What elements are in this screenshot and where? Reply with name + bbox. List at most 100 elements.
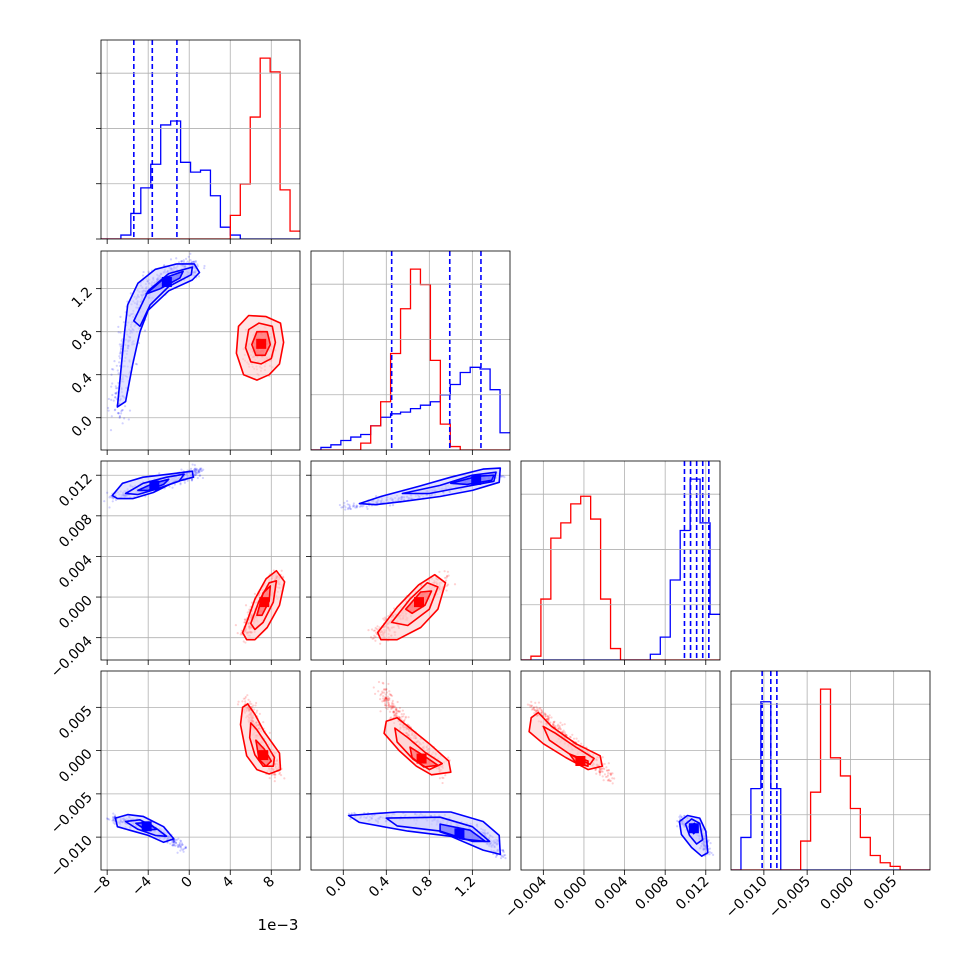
scatter-point bbox=[121, 422, 124, 425]
scatter-point bbox=[191, 478, 194, 481]
scatter-point bbox=[200, 467, 203, 470]
scatter-point bbox=[379, 698, 382, 701]
density-peak-blue bbox=[471, 474, 482, 485]
scatter-point bbox=[115, 364, 118, 367]
scatter-point bbox=[388, 693, 391, 696]
scatter-point bbox=[175, 257, 178, 260]
scatter-point bbox=[384, 696, 388, 700]
scatter-point bbox=[341, 506, 344, 509]
scatter-point bbox=[395, 707, 398, 710]
scatter-point bbox=[600, 767, 603, 770]
scatter-point bbox=[173, 483, 176, 486]
scatter-point bbox=[540, 710, 543, 713]
scatter-point bbox=[181, 843, 184, 846]
scatter-point bbox=[365, 505, 368, 508]
scatter-point bbox=[379, 694, 382, 697]
scatter-point bbox=[172, 841, 175, 844]
scatter-point bbox=[391, 705, 394, 708]
scatter-point bbox=[395, 713, 398, 716]
scatter-point bbox=[198, 471, 201, 474]
scatter-point bbox=[601, 775, 604, 778]
scatter-point bbox=[199, 467, 202, 471]
contour-blue bbox=[116, 263, 201, 408]
scatter-point bbox=[344, 506, 347, 509]
scatter-point bbox=[377, 680, 381, 684]
panel-1-3 bbox=[311, 671, 510, 870]
histogram-blue bbox=[731, 701, 930, 870]
scatter-point bbox=[571, 733, 574, 736]
scatter-point bbox=[273, 776, 277, 779]
scatter-point bbox=[192, 260, 195, 264]
scatter-point bbox=[191, 261, 195, 264]
scatter-point bbox=[274, 773, 277, 776]
scatter-point bbox=[390, 704, 393, 707]
density-peak-red bbox=[575, 755, 586, 766]
scatter-point bbox=[171, 841, 174, 844]
scatter-point bbox=[442, 776, 445, 780]
scatter-point bbox=[609, 773, 613, 776]
scatter-point bbox=[495, 854, 499, 857]
scatter-point bbox=[444, 774, 447, 777]
panel-content bbox=[526, 700, 715, 858]
scatter-point bbox=[535, 705, 538, 708]
scatter-point bbox=[389, 717, 392, 720]
scatter-point bbox=[540, 708, 543, 712]
scatter-point bbox=[494, 855, 498, 859]
scatter-point bbox=[387, 702, 390, 705]
scatter-point bbox=[203, 267, 206, 270]
scatter-point bbox=[548, 714, 551, 717]
scatter-point bbox=[601, 756, 604, 759]
panel-2-2 bbox=[521, 461, 720, 660]
scatter-point bbox=[605, 769, 609, 772]
scatter-point bbox=[546, 715, 549, 718]
scatter-point bbox=[367, 629, 370, 632]
scatter-point bbox=[242, 640, 245, 643]
scatter-point bbox=[707, 839, 710, 842]
scatter-point bbox=[530, 700, 533, 703]
scatter-point bbox=[383, 699, 386, 702]
scatter-point bbox=[273, 773, 276, 776]
scatter-point bbox=[244, 697, 247, 700]
scatter-point bbox=[175, 842, 178, 845]
scatter-point bbox=[177, 261, 181, 264]
scatter-point bbox=[171, 844, 174, 847]
scatter-point bbox=[387, 704, 390, 707]
scatter-point bbox=[501, 849, 504, 852]
scatter-point bbox=[195, 468, 199, 471]
scatter-point bbox=[607, 768, 610, 772]
scatter-point bbox=[548, 716, 551, 719]
scatter-point bbox=[182, 847, 185, 850]
scatter-point bbox=[196, 265, 199, 268]
scatter-point bbox=[603, 773, 607, 776]
scatter-point bbox=[169, 842, 172, 845]
scatter-point bbox=[536, 707, 539, 710]
scatter-point bbox=[395, 708, 398, 711]
scatter-point bbox=[502, 849, 505, 852]
scatter-point bbox=[547, 719, 550, 722]
panel-border bbox=[100, 670, 301, 871]
panel-1-2 bbox=[311, 461, 510, 660]
scatter-point bbox=[194, 473, 197, 476]
x-tick-label: 1.2 bbox=[452, 874, 479, 901]
x-tick-label: 0.012 bbox=[673, 874, 713, 914]
scatter-point bbox=[547, 717, 550, 721]
scatter-point bbox=[379, 710, 382, 713]
scatter-point bbox=[680, 815, 683, 818]
scatter-point bbox=[273, 780, 276, 783]
scatter-point bbox=[172, 840, 175, 843]
scatter-point bbox=[384, 617, 388, 621]
scatter-point bbox=[402, 712, 406, 716]
scatter-point bbox=[193, 470, 196, 473]
scatter-point bbox=[197, 469, 200, 472]
scatter-point bbox=[280, 569, 283, 572]
y-tick-label: −0.010 bbox=[48, 833, 96, 881]
scatter-point bbox=[438, 777, 442, 780]
scatter-point bbox=[359, 504, 363, 507]
scatter-point bbox=[383, 698, 386, 701]
scatter-point bbox=[193, 468, 196, 471]
scatter-point bbox=[540, 709, 543, 712]
scatter-point bbox=[397, 710, 400, 713]
scatter-point bbox=[599, 769, 602, 772]
scatter-point bbox=[381, 681, 384, 684]
scatter-point bbox=[386, 707, 389, 711]
